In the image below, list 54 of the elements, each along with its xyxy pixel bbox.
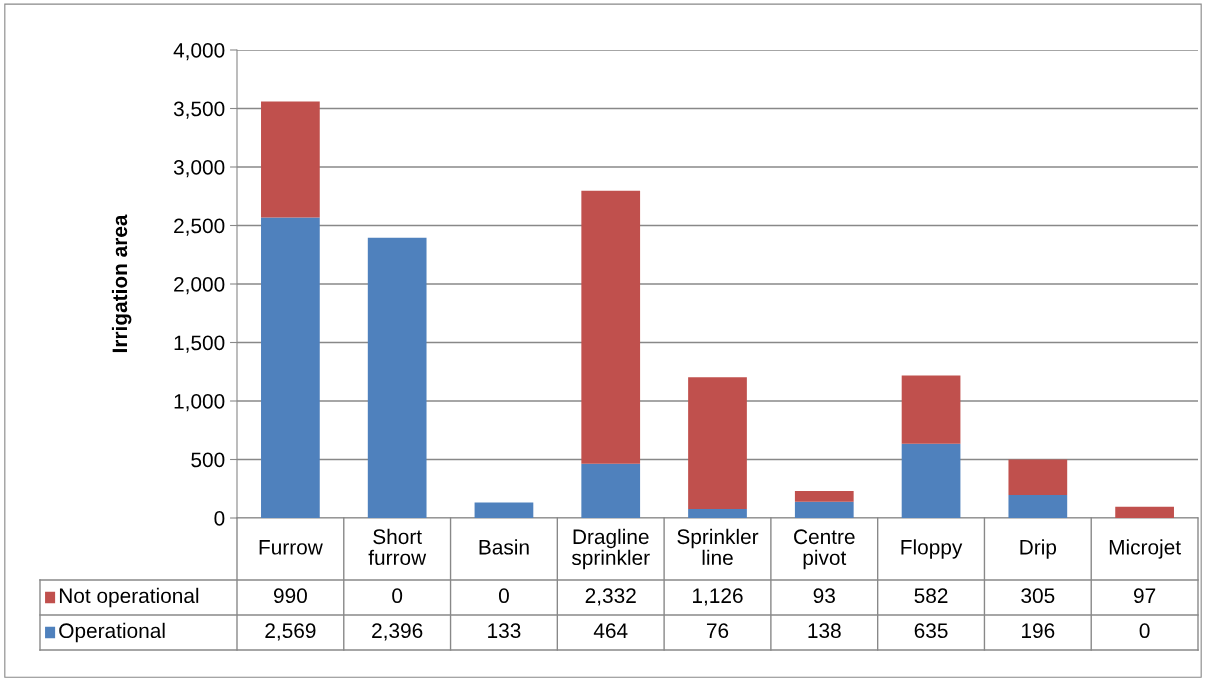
x-tick-label: Furrow	[259, 540, 323, 555]
bar	[794, 501, 854, 518]
data-label: 464	[593, 623, 628, 639]
y-tick-label: 2,500	[174, 218, 225, 236]
data-label: 0	[1139, 623, 1150, 639]
data-label: 0	[392, 588, 403, 604]
data-label: 76	[706, 623, 729, 639]
bar	[1115, 506, 1174, 518]
x-tick-label: Dragline sprinkler	[571, 528, 650, 570]
bar	[901, 443, 961, 518]
x-tick-label: Drip	[1020, 539, 1057, 559]
x-tick-label: Basin	[479, 539, 529, 555]
y-tick-label: 0	[214, 511, 225, 526]
data-label: 305	[1021, 588, 1055, 604]
bar	[261, 217, 320, 518]
data-label: 97	[1134, 588, 1156, 604]
data-label: 2,569	[265, 623, 316, 641]
bar	[474, 502, 534, 518]
data-label: 2,332	[585, 588, 636, 606]
data-label: 1,126	[693, 588, 743, 606]
data-label: 2,396	[372, 623, 423, 641]
y-axis-title: Irrigation area	[111, 214, 132, 353]
bar	[581, 463, 641, 518]
bar	[794, 490, 854, 502]
x-tick-label: Short furrow	[368, 528, 427, 566]
x-tick-label: Microjet	[1109, 539, 1181, 559]
y-tick-label: 500	[191, 452, 225, 468]
data-label: 635	[914, 623, 948, 639]
data-label: 582	[914, 588, 948, 604]
data-label: 133	[488, 623, 521, 639]
y-tick-label: 3,000	[173, 160, 225, 178]
data-label: 990	[273, 588, 307, 604]
bar	[261, 101, 320, 218]
bar	[688, 377, 747, 510]
legend-label: Operational	[59, 622, 165, 643]
x-tick-label: Centre pivot	[794, 529, 855, 570]
y-tick-label: 2,000	[174, 277, 225, 295]
bar	[901, 375, 961, 444]
legend-label: Not operational	[59, 587, 199, 608]
y-tick-label: 4,000	[173, 43, 225, 61]
bar	[1008, 459, 1068, 496]
bar	[1008, 495, 1068, 518]
bar	[688, 509, 747, 518]
x-tick-label: Sprinkler line	[677, 528, 759, 566]
bar	[367, 237, 427, 518]
data-label: 0	[498, 588, 509, 604]
x-tick-label: Floppy	[901, 539, 963, 559]
bar	[581, 190, 641, 464]
data-label: 138	[808, 623, 841, 639]
data-label: 196	[1022, 623, 1055, 639]
data-label: 93	[813, 588, 835, 604]
y-tick-label: 1,000	[174, 394, 225, 412]
y-tick-label: 1,500	[174, 335, 225, 353]
y-tick-label: 3,500	[173, 101, 225, 119]
